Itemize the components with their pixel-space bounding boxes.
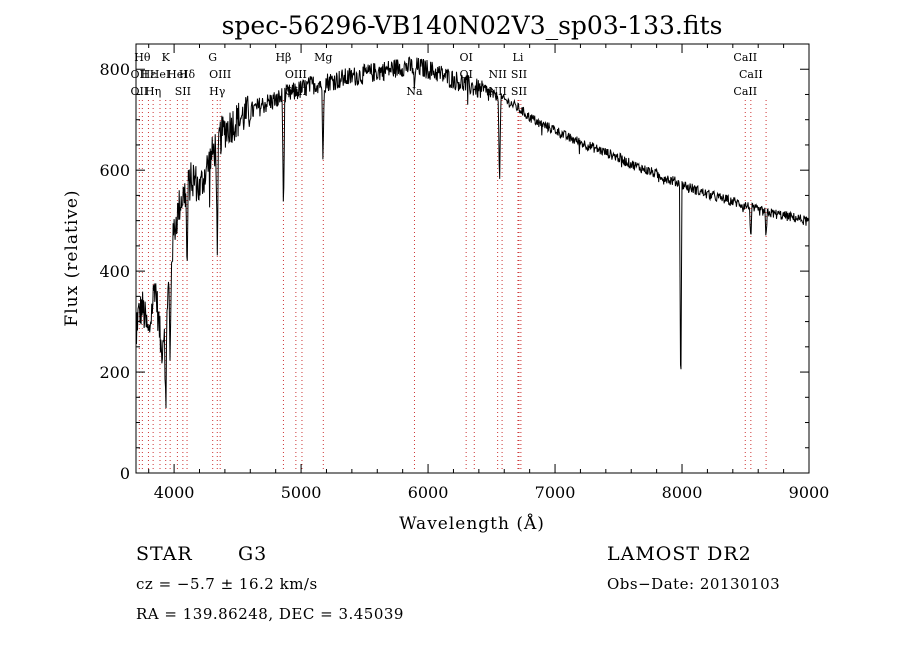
line-marker-label: Hθ	[134, 51, 151, 64]
line-marker-label: SII	[175, 85, 191, 98]
chart-title: spec-56296-VB140N02V3_sp03-133.fits	[222, 11, 723, 40]
line-marker-label: OIII	[285, 68, 307, 81]
y-tick-label: 0	[120, 464, 130, 483]
plot-frame	[135, 43, 810, 474]
line-marker-label: Na	[406, 85, 423, 98]
line-marker-label: CaII	[739, 68, 763, 81]
y-tick-label: 200	[99, 363, 130, 382]
x-tick-label: 6000	[408, 483, 449, 502]
line-marker-label: Hη	[145, 85, 161, 98]
x-tick-label: 5000	[281, 483, 322, 502]
y-tick-label: 800	[99, 60, 130, 79]
line-marker-label: Hε	[141, 68, 157, 81]
line-marker-label: OI	[459, 51, 472, 64]
x-tick-label: 7000	[535, 483, 576, 502]
line-marker-label: Li	[513, 51, 524, 64]
line-marker-label: Hδ	[179, 68, 196, 81]
line-marker-label: HeI	[150, 68, 170, 81]
line-marker-label: HeI	[167, 68, 187, 81]
line-marker-label: SII	[511, 68, 527, 81]
line-marker-label: OII	[130, 85, 148, 98]
x-tick-label: 8000	[662, 483, 703, 502]
line-marker-label: OII	[130, 68, 148, 81]
line-markers	[138, 100, 767, 472]
line-marker-labels: OIIOIIHθHεHηHeIKHeISIIHδGHγOIIIHβOIIIOII…	[130, 51, 762, 98]
line-marker-label: G	[208, 51, 217, 64]
object-subclass: G3	[238, 543, 267, 565]
line-marker-label: CaII	[733, 85, 757, 98]
obs-date: Obs−Date: 20130103	[607, 575, 780, 593]
line-marker-label: CaII	[733, 51, 757, 64]
redshift-info: cz = −5.7 ± 16.2 km/s	[136, 575, 318, 593]
y-axis-label: Flux (relative)	[62, 189, 82, 326]
y-axis-ticks: 0 200 400 600 800	[99, 43, 809, 483]
coordinates: RA = 139.86248, DEC = 3.45039	[136, 605, 404, 623]
y-tick-label: 400	[99, 262, 130, 281]
x-tick-label: 9000	[789, 483, 830, 502]
line-marker-label: Hβ	[275, 51, 291, 64]
y-tick-label: 600	[99, 161, 130, 180]
survey-name: LAMOST DR2	[607, 543, 752, 565]
x-tick-label: 4000	[154, 483, 195, 502]
line-marker-label: OIII	[209, 68, 231, 81]
spectrum-line	[135, 56, 810, 409]
line-marker-label: Hγ	[209, 85, 226, 98]
line-marker-label: OI	[459, 68, 472, 81]
line-marker-label: NII	[488, 68, 506, 81]
object-class: STAR	[136, 543, 193, 565]
x-axis-label: Wavelength (Å)	[399, 513, 545, 534]
x-axis-ticks: 4000 5000 6000 7000 8000 9000	[148, 44, 830, 502]
line-marker-label: Mg	[314, 51, 332, 64]
line-marker-label: K	[162, 51, 171, 64]
line-marker-label: SII	[511, 85, 527, 98]
